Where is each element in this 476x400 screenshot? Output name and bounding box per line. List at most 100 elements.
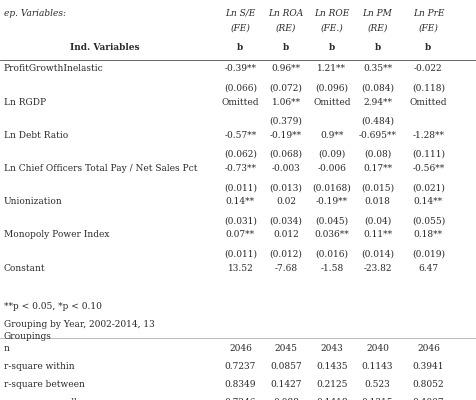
Text: 0.35**: 0.35** bbox=[363, 64, 392, 74]
Text: b: b bbox=[374, 43, 381, 52]
Text: (FE.): (FE.) bbox=[320, 24, 343, 33]
Text: n: n bbox=[4, 344, 10, 354]
Text: (FE): (FE) bbox=[418, 24, 438, 33]
Text: 0.07**: 0.07** bbox=[226, 230, 255, 240]
Text: 0.1435: 0.1435 bbox=[316, 362, 347, 372]
Text: ep. Variables:: ep. Variables: bbox=[4, 9, 66, 18]
Text: -0.19**: -0.19** bbox=[316, 197, 348, 206]
Text: 0.523: 0.523 bbox=[365, 380, 390, 390]
Text: Ind. Variables: Ind. Variables bbox=[70, 43, 139, 52]
Text: (0.015): (0.015) bbox=[361, 183, 394, 192]
Text: 0.11**: 0.11** bbox=[363, 230, 392, 240]
Text: Ln ROA: Ln ROA bbox=[268, 9, 304, 18]
Text: (0.016): (0.016) bbox=[315, 250, 348, 259]
Text: (0.034): (0.034) bbox=[269, 216, 303, 226]
Text: -23.82: -23.82 bbox=[363, 264, 392, 273]
Text: 0.012: 0.012 bbox=[273, 230, 299, 240]
Text: 0.7237: 0.7237 bbox=[225, 362, 256, 372]
Text: (0.072): (0.072) bbox=[269, 84, 303, 93]
Text: Omitted: Omitted bbox=[222, 98, 259, 107]
Text: -1.28**: -1.28** bbox=[412, 131, 445, 140]
Text: (0.011): (0.011) bbox=[224, 250, 257, 259]
Text: (0.118): (0.118) bbox=[412, 84, 445, 93]
Text: (0.04): (0.04) bbox=[364, 216, 391, 226]
Text: **p < 0.05, *p < 0.10: **p < 0.05, *p < 0.10 bbox=[4, 302, 102, 311]
Text: 0.7246: 0.7246 bbox=[225, 398, 256, 400]
Text: 6.47: 6.47 bbox=[418, 264, 438, 273]
Text: (0.066): (0.066) bbox=[224, 84, 257, 93]
Text: 0.9**: 0.9** bbox=[320, 131, 344, 140]
Text: 0.8052: 0.8052 bbox=[413, 380, 444, 390]
Text: 0.02: 0.02 bbox=[276, 197, 296, 206]
Text: r-square between: r-square between bbox=[4, 380, 85, 390]
Text: 2.94**: 2.94** bbox=[363, 98, 392, 107]
Text: -0.695**: -0.695** bbox=[358, 131, 397, 140]
Text: 0.1315: 0.1315 bbox=[362, 398, 393, 400]
Text: 2043: 2043 bbox=[320, 344, 343, 354]
Text: r-square overall: r-square overall bbox=[4, 398, 77, 400]
Text: 0.3941: 0.3941 bbox=[413, 362, 444, 372]
Text: Ln PM: Ln PM bbox=[363, 9, 392, 18]
Text: (0.012): (0.012) bbox=[269, 250, 303, 259]
Text: 0.14**: 0.14** bbox=[226, 197, 255, 206]
Text: Groupings: Groupings bbox=[4, 332, 52, 342]
Text: Ln PrE: Ln PrE bbox=[413, 9, 444, 18]
Text: -0.56**: -0.56** bbox=[412, 164, 445, 173]
Text: (0.011): (0.011) bbox=[224, 183, 257, 192]
Text: -0.19**: -0.19** bbox=[270, 131, 302, 140]
Text: (0.068): (0.068) bbox=[269, 150, 303, 159]
Text: 2046: 2046 bbox=[229, 344, 252, 354]
Text: (0.062): (0.062) bbox=[224, 150, 257, 159]
Text: 0.1418: 0.1418 bbox=[316, 398, 347, 400]
Text: -1.58: -1.58 bbox=[320, 264, 343, 273]
Text: -7.68: -7.68 bbox=[275, 264, 298, 273]
Text: b: b bbox=[283, 43, 289, 52]
Text: ProfitGrowthInelastic: ProfitGrowthInelastic bbox=[4, 64, 104, 74]
Text: (0.019): (0.019) bbox=[412, 250, 445, 259]
Text: (0.055): (0.055) bbox=[412, 216, 445, 226]
Text: 1.21**: 1.21** bbox=[317, 64, 346, 74]
Text: 0.8349: 0.8349 bbox=[225, 380, 256, 390]
Text: -0.57**: -0.57** bbox=[224, 131, 257, 140]
Text: Grouping by Year, 2002-2014, 13: Grouping by Year, 2002-2014, 13 bbox=[4, 320, 155, 329]
Text: (0.0168): (0.0168) bbox=[312, 183, 351, 192]
Text: (0.096): (0.096) bbox=[315, 84, 348, 93]
Text: -0.022: -0.022 bbox=[414, 64, 443, 74]
Text: 0.0857: 0.0857 bbox=[270, 362, 302, 372]
Text: (0.014): (0.014) bbox=[361, 250, 394, 259]
Text: Monopoly Power Index: Monopoly Power Index bbox=[4, 230, 109, 240]
Text: -0.73**: -0.73** bbox=[224, 164, 257, 173]
Text: 0.018: 0.018 bbox=[365, 197, 390, 206]
Text: Constant: Constant bbox=[4, 264, 45, 273]
Text: 0.14**: 0.14** bbox=[414, 197, 443, 206]
Text: 0.1143: 0.1143 bbox=[362, 362, 393, 372]
Text: r-square within: r-square within bbox=[4, 362, 74, 372]
Text: Omitted: Omitted bbox=[313, 98, 350, 107]
Text: 0.036**: 0.036** bbox=[314, 230, 349, 240]
Text: (0.484): (0.484) bbox=[361, 117, 394, 126]
Text: Ln Debt Ratio: Ln Debt Ratio bbox=[4, 131, 68, 140]
Text: 0.96**: 0.96** bbox=[271, 64, 301, 74]
Text: (0.031): (0.031) bbox=[224, 216, 257, 226]
Text: b: b bbox=[237, 43, 244, 52]
Text: 0.1427: 0.1427 bbox=[270, 380, 302, 390]
Text: b: b bbox=[328, 43, 335, 52]
Text: b: b bbox=[425, 43, 432, 52]
Text: 13.52: 13.52 bbox=[228, 264, 253, 273]
Text: 2040: 2040 bbox=[366, 344, 389, 354]
Text: 2046: 2046 bbox=[417, 344, 440, 354]
Text: Ln S/E: Ln S/E bbox=[225, 9, 256, 18]
Text: Ln Chief Officers Total Pay / Net Sales Pct: Ln Chief Officers Total Pay / Net Sales … bbox=[4, 164, 198, 173]
Text: -0.006: -0.006 bbox=[317, 164, 346, 173]
Text: (RE): (RE) bbox=[367, 24, 387, 33]
Text: Omitted: Omitted bbox=[410, 98, 447, 107]
Text: 0.4007: 0.4007 bbox=[413, 398, 444, 400]
Text: 1.06**: 1.06** bbox=[271, 98, 301, 107]
Text: 0.17**: 0.17** bbox=[363, 164, 392, 173]
Text: (0.111): (0.111) bbox=[412, 150, 445, 159]
Text: (0.045): (0.045) bbox=[315, 216, 348, 226]
Text: Ln RGDP: Ln RGDP bbox=[4, 98, 46, 107]
Text: 0.088: 0.088 bbox=[273, 398, 299, 400]
Text: -0.003: -0.003 bbox=[272, 164, 300, 173]
Text: (0.013): (0.013) bbox=[269, 183, 303, 192]
